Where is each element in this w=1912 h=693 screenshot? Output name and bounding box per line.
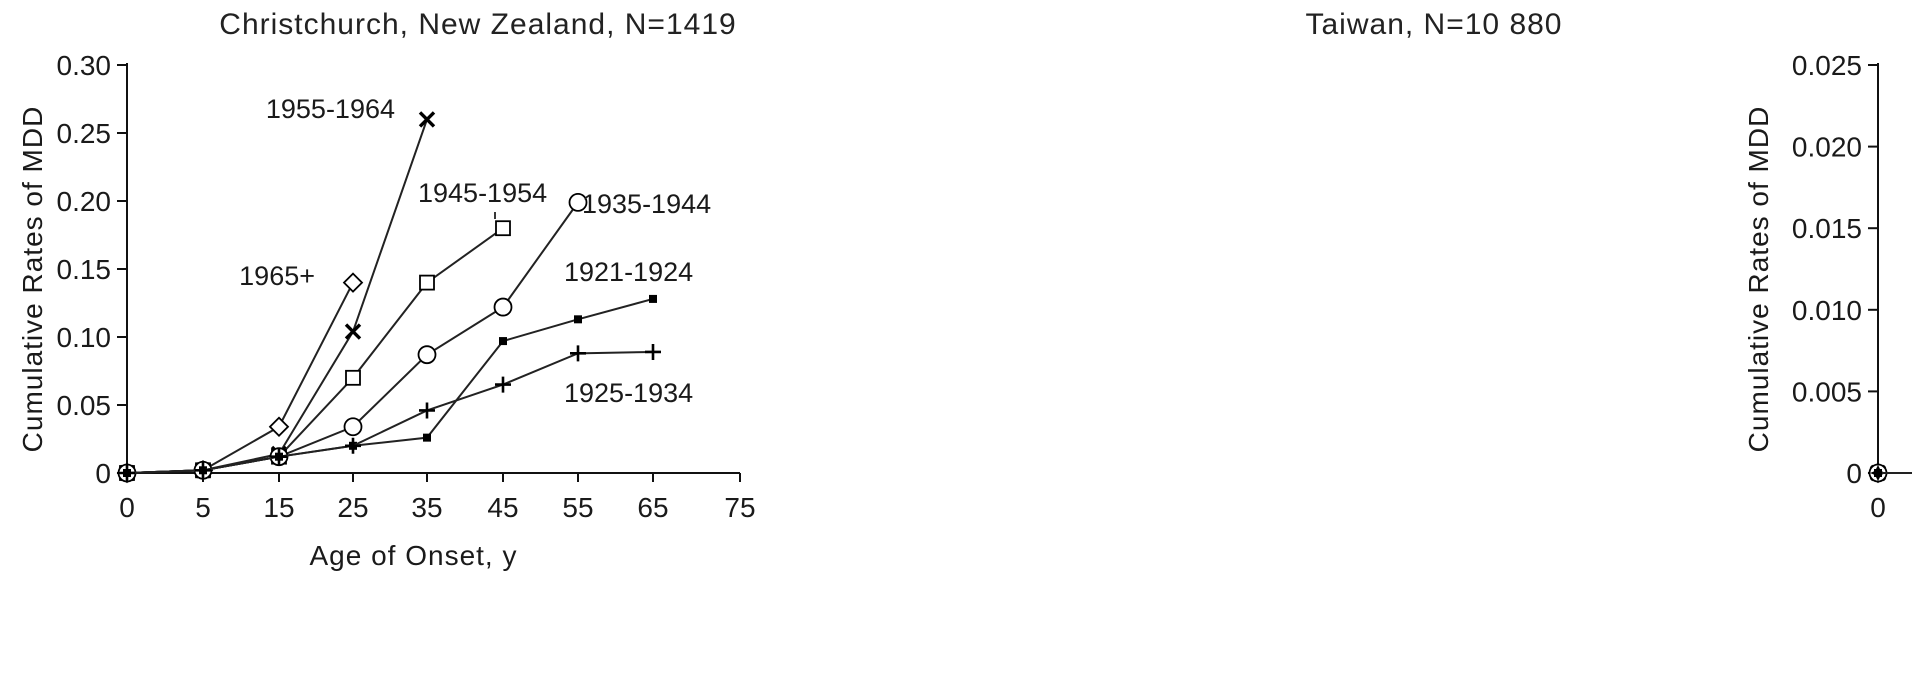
x-tick-label: 15 <box>263 492 294 523</box>
data-point <box>343 417 363 437</box>
data-point <box>499 337 507 346</box>
y-tick-label: 0.05 <box>57 390 112 421</box>
series-1925-1934 <box>119 343 661 481</box>
chart-panel-taiwan: Taiwan, N=10 880 0 0.005 0.010 0.015 0.020 0.… <box>956 0 1912 693</box>
series-annotation: 1945-1954 <box>418 178 547 208</box>
series-annotation: 1965+ <box>239 261 315 291</box>
data-point <box>418 111 436 128</box>
series-line <box>1878 472 1912 474</box>
series-line <box>126 350 654 474</box>
data-point <box>493 297 513 317</box>
x-axis-label: Age of Onset, y <box>310 540 518 571</box>
x-tick-label: 55 <box>562 492 593 523</box>
data-point <box>419 402 435 419</box>
x-tick-label: 0 <box>1870 492 1886 523</box>
y-axis-label: Cumulative Rates of MDD <box>17 106 48 453</box>
series-line <box>1878 472 1912 474</box>
x-tick-label: 45 <box>487 492 518 523</box>
y-tick-label: 0.25 <box>57 118 112 149</box>
y-tick-label: 0.15 <box>57 254 112 285</box>
data-point <box>345 437 361 454</box>
data-point <box>345 369 361 386</box>
series-line <box>1878 472 1912 474</box>
data-point <box>568 192 588 212</box>
y-tick-label: 0.010 <box>1792 295 1862 326</box>
axes: 0 0.05 0.10 0.15 0.20 0.25 0.30 0 5 15 25 35 45 55 65 7… <box>57 50 756 523</box>
data-point <box>649 294 657 303</box>
data-point <box>342 272 364 293</box>
chart-title: Taiwan, N=10 880 <box>1305 8 1563 41</box>
y-tick-label: 0.20 <box>57 186 112 217</box>
x-tick-label: 65 <box>637 492 668 523</box>
series-line <box>126 282 354 474</box>
data-point <box>268 416 290 438</box>
data-point <box>495 376 511 393</box>
data-point <box>417 345 437 365</box>
data-point <box>495 220 511 237</box>
y-tick-label: 0.30 <box>57 50 112 81</box>
data-point <box>119 465 135 481</box>
x-tick-label: 5 <box>195 492 211 523</box>
axes: 00.0050.0100.0150.0200.02505152535455565… <box>1792 50 1912 523</box>
series-annotation: 1921-1924 <box>564 257 693 287</box>
y-tick-label: 0.10 <box>57 322 112 353</box>
data-point <box>195 462 211 479</box>
y-tick-label: 0 <box>1846 458 1862 489</box>
chart-panel-christchurch: Christchurch, New Zealand, N=1419 0 0.05 0… <box>17 8 756 571</box>
x-tick-label: 35 <box>411 492 442 523</box>
series-line <box>1878 472 1912 474</box>
series-1905-1914 <box>1874 469 1912 477</box>
series-annotation: 1955-1964 <box>266 94 395 124</box>
data-point <box>1874 469 1882 477</box>
x-tick-label: 75 <box>724 492 755 523</box>
series-1935-1944 <box>1874 469 1912 477</box>
y-tick-label: 0.005 <box>1792 376 1862 407</box>
data-point <box>645 343 661 360</box>
series-line <box>1878 472 1912 474</box>
series-1915-1924 <box>1870 465 1912 481</box>
y-axis-label: Cumulative Rates of MDD <box>1743 106 1774 453</box>
series-annotation: 1925-1934 <box>564 378 693 408</box>
series-annotation: 1935-1944 <box>582 189 711 219</box>
chart-plot-christchurch: 0 0.05 0.10 0.15 0.20 0.25 0.30 0 5 15 25 35 45 55 65 7… <box>17 50 756 571</box>
x-tick-label: 0 <box>119 492 135 523</box>
data-point <box>574 315 582 324</box>
y-tick-label: 0.015 <box>1792 213 1862 244</box>
chart-title: Christchurch, New Zealand, N=1419 <box>219 8 737 41</box>
series-1955-1964 <box>1867 462 1912 484</box>
data-point <box>570 345 586 362</box>
series-line <box>1878 472 1912 474</box>
y-tick-label: 0 <box>95 458 111 489</box>
series-line <box>1878 472 1912 474</box>
y-tick-label: 0.025 <box>1792 50 1862 81</box>
data-point <box>419 274 435 291</box>
chart-plot-taiwan: 00.0050.0100.0150.0200.02505152535455565… <box>1743 50 1912 523</box>
x-tick-label: 25 <box>337 492 368 523</box>
data-point <box>344 323 362 340</box>
series-1925-1934 <box>1868 463 1912 483</box>
series-line <box>126 227 504 474</box>
y-tick-label: 0.020 <box>1792 132 1862 163</box>
data-point <box>423 433 431 442</box>
data-point <box>271 448 287 465</box>
